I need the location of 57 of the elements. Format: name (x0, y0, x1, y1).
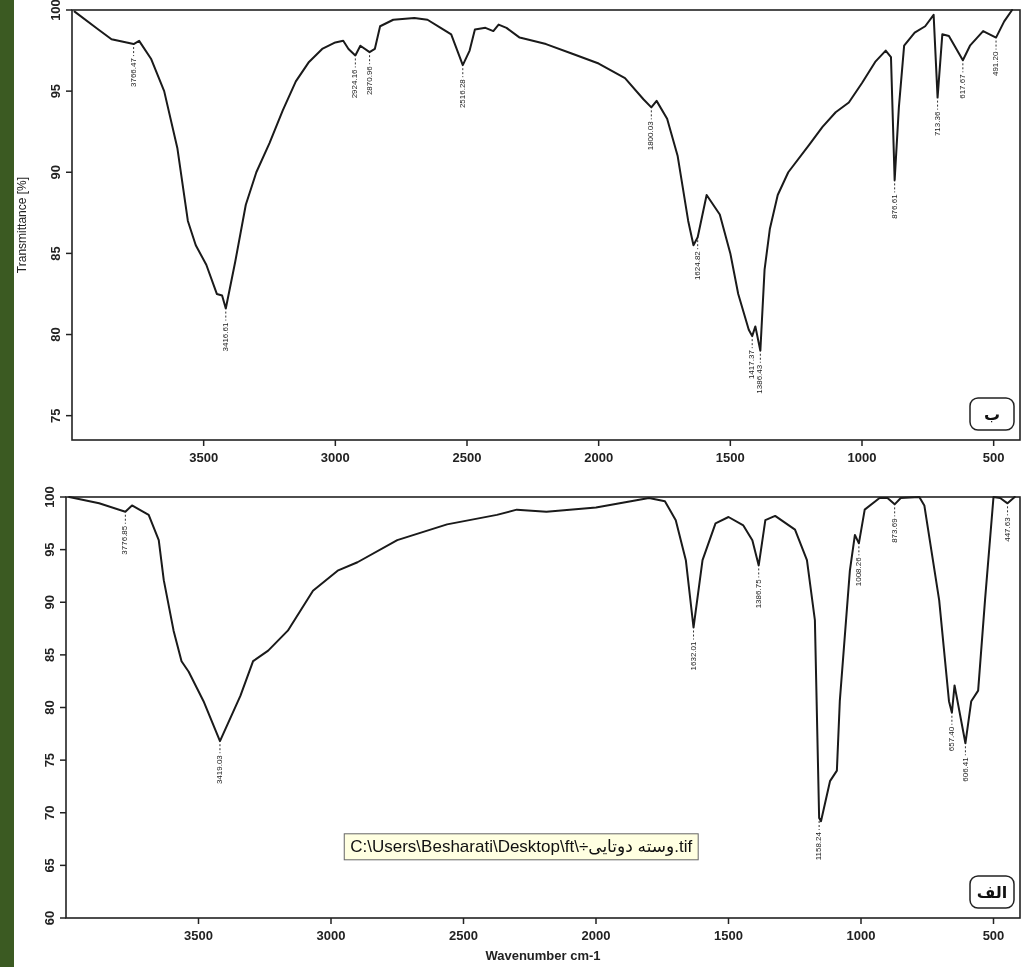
x-tick-label: 3500 (184, 928, 213, 943)
y-tick-label: 80 (48, 327, 63, 342)
y-axis-title: Transmittance [%] (15, 176, 29, 274)
annotation: ب (983, 406, 1001, 423)
x-tick-label: 500 (982, 928, 1005, 943)
y-tick-label: 95 (42, 542, 57, 557)
annotation: 1386.43 (755, 364, 765, 394)
x-tick-label: 500 (982, 450, 1005, 465)
annotation: 2516.28 (457, 78, 467, 109)
annotation: 606.41 (960, 756, 970, 782)
annotation: 1800.03 (646, 120, 656, 151)
x-tick-label: 2000 (581, 928, 611, 943)
x-axis-title: Wavenumber cm-1 (485, 948, 601, 963)
y-tick-label: 75 (48, 408, 63, 423)
annotation: 3419.03 (215, 754, 225, 785)
y-tick-label: 75 (42, 752, 57, 768)
annotation: C:\Users\Besharati\Desktop\ft\÷وسته دوتایی.tif (350, 836, 693, 856)
x-tick-label: 3500 (189, 450, 219, 465)
annotation: 617.67 (957, 73, 967, 99)
y-tick-label: 90 (48, 165, 63, 180)
annotation: 873.69 (889, 517, 899, 543)
annotation: 3776.85 (120, 525, 130, 555)
annotation: 1008.26 (853, 556, 863, 587)
annotation: 3766.47 (128, 57, 138, 87)
annotation: 1158.24 (814, 831, 824, 861)
y-tick-label: 90 (42, 595, 57, 610)
x-tick-label: 1500 (715, 450, 745, 465)
x-tick-label: 2000 (584, 450, 614, 465)
y-tick-label: 95 (48, 83, 63, 99)
annotation: 447.63 (1002, 516, 1012, 542)
x-tick-label: 3000 (316, 928, 346, 943)
x-tick-label: 1500 (714, 928, 743, 943)
annotation: 491.20 (991, 51, 1001, 77)
y-tick-label: 80 (42, 700, 57, 715)
annotation: 1386.75 (753, 578, 763, 609)
annotation: الف (976, 884, 1008, 901)
annotation: 876.61 (889, 193, 899, 219)
y-tick-label: 70 (42, 805, 57, 820)
y-tick-label: 85 (42, 647, 57, 663)
annotation: 2924.16 (350, 68, 360, 99)
y-tick-label: 65 (42, 858, 57, 873)
y-tick-label: 85 (48, 246, 63, 261)
x-tick-label: 1000 (847, 450, 877, 465)
y-tick-label: 100 (48, 0, 63, 21)
annotation: 713.36 (932, 111, 942, 137)
annotation: 657.40 (947, 726, 956, 752)
y-tick-label: 60 (42, 910, 57, 926)
annotation: 1632.01 (688, 640, 698, 671)
x-tick-label: 2500 (449, 928, 478, 943)
annotation: 2870.96 (364, 65, 374, 96)
x-tick-label: 2500 (452, 450, 482, 465)
x-tick-label: 1000 (846, 928, 876, 943)
annotation: 3416.61 (220, 322, 230, 352)
annotation: 1417.37 (747, 349, 757, 380)
x-tick-label: 3000 (320, 450, 350, 465)
annotation: 1624.82 (692, 250, 702, 281)
y-tick-label: 100 (42, 486, 57, 508)
